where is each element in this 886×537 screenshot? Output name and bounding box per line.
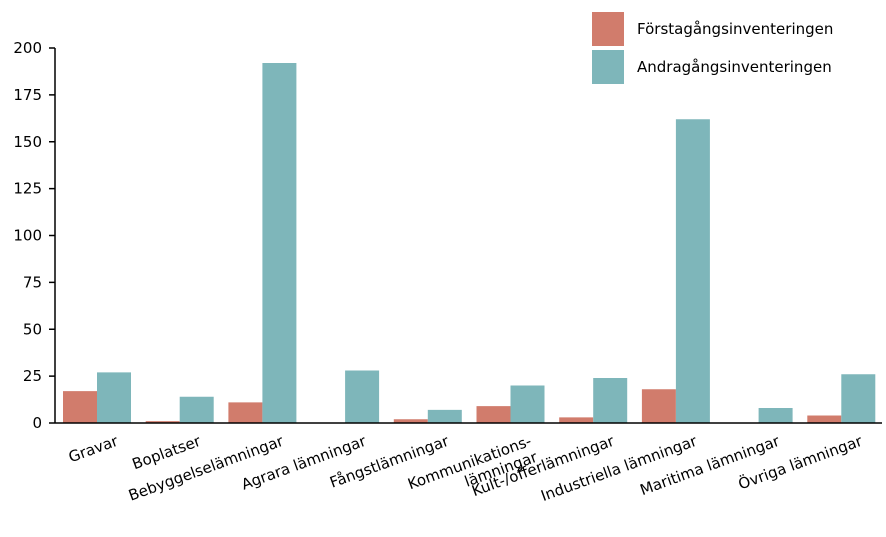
bar-andra-5 <box>510 385 545 423</box>
bar-andra-3 <box>345 370 380 423</box>
bar-andra-4 <box>427 409 462 423</box>
category-label-0: Gravar <box>66 432 121 467</box>
y-tick-label-75: 75 <box>23 273 42 291</box>
bar-forsta-1 <box>145 421 180 423</box>
y-tick-label-50: 50 <box>23 320 42 338</box>
bar-andra-1 <box>179 396 214 423</box>
bar-forsta-7 <box>641 389 676 423</box>
legend: Förstagångsinventeringen Andragångsinvent… <box>592 12 833 84</box>
y-tick-label-25: 25 <box>23 367 42 385</box>
category-label-line: Maritima lämningar <box>638 432 783 500</box>
axes-layer <box>54 48 882 424</box>
bar-andra-9 <box>841 374 876 423</box>
bar-andra-0 <box>97 372 131 423</box>
bars-layer <box>63 63 876 423</box>
bar-forsta-2 <box>228 402 263 423</box>
y-tick-label-0: 0 <box>32 414 42 432</box>
y-ticks-layer: 0 25 50 75 100 125 150 175 200 <box>13 39 55 432</box>
legend-label-0: Förstagångsinventeringen <box>637 20 833 38</box>
legend-swatch-0 <box>592 12 624 46</box>
y-tick-label-150: 150 <box>13 133 42 151</box>
category-label-line: Gravar <box>66 432 121 467</box>
bar-andra-2 <box>262 63 297 423</box>
y-tick-label-175: 175 <box>13 86 42 104</box>
bar-andra-6 <box>593 378 628 423</box>
y-tick-label-100: 100 <box>13 227 42 245</box>
bar-forsta-6 <box>559 417 594 423</box>
bar-andra-7 <box>675 119 710 423</box>
legend-swatch-1 <box>592 50 624 84</box>
bar-andra-8 <box>758 408 793 423</box>
y-tick-label-200: 200 <box>13 39 42 57</box>
bar-forsta-5 <box>476 406 511 423</box>
bar-forsta-0 <box>63 391 97 423</box>
y-tick-label-125: 125 <box>13 180 42 198</box>
bar-forsta-4 <box>393 419 428 423</box>
category-label-8: Maritima lämningar <box>638 432 783 500</box>
bar-forsta-9 <box>807 415 842 423</box>
legend-label-1: Andragångsinventeringen <box>637 58 832 76</box>
category-labels-layer: Gravar BoplatserBebyggelselämningarAgrara… <box>66 431 865 505</box>
